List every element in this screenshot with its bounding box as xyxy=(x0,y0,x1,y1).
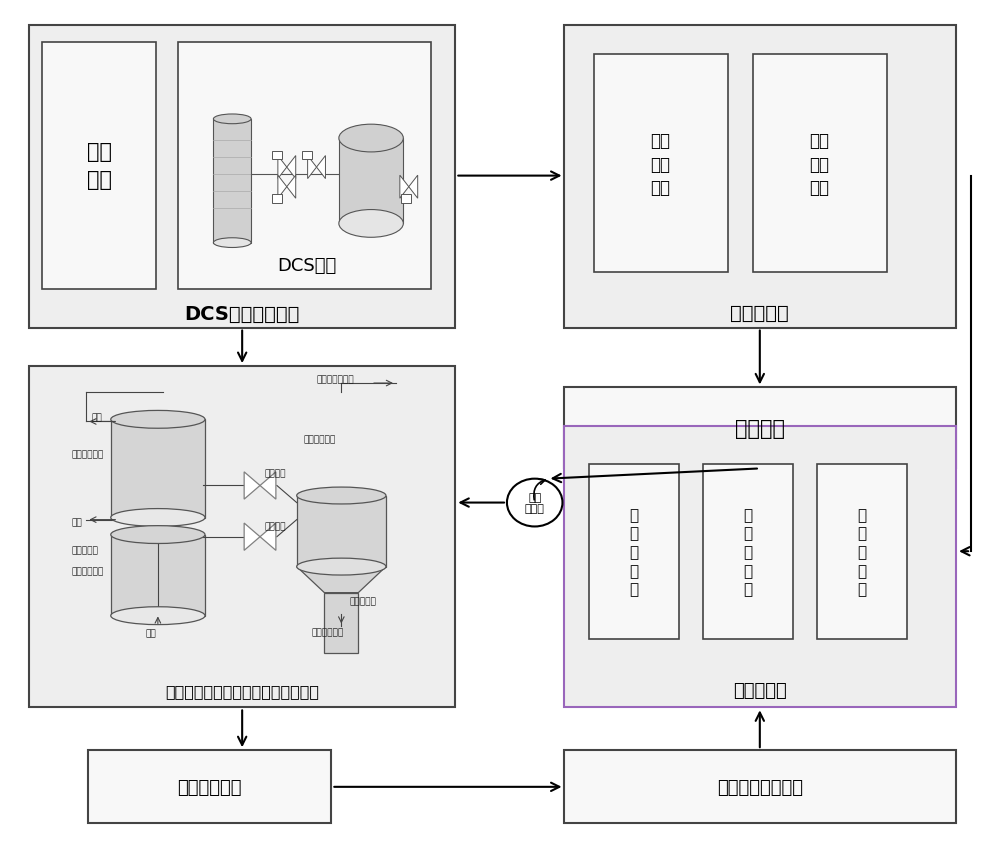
Polygon shape xyxy=(287,157,296,179)
Text: 提升管部分: 提升管部分 xyxy=(349,597,376,605)
Text: 知识数据库: 知识数据库 xyxy=(730,303,789,322)
Polygon shape xyxy=(308,157,317,179)
Text: 实际工况: 实际工况 xyxy=(735,418,785,439)
Text: DCS数据: DCS数据 xyxy=(277,257,336,275)
Bar xyxy=(564,26,956,328)
Polygon shape xyxy=(400,176,409,199)
Text: 再生滑阀: 再生滑阀 xyxy=(265,468,286,478)
Bar xyxy=(297,496,386,567)
Bar xyxy=(594,55,728,273)
Ellipse shape xyxy=(111,411,205,429)
Bar xyxy=(29,367,455,708)
Text: 双段式催化裂化反再系统动态模型库: 双段式催化裂化反再系统动态模型库 xyxy=(165,683,319,698)
Text: DCS数据采集模块: DCS数据采集模块 xyxy=(184,304,300,323)
Bar xyxy=(111,420,205,518)
Text: 故障智能分析模块: 故障智能分析模块 xyxy=(717,778,803,796)
Bar xyxy=(339,139,403,224)
Text: 主风: 主风 xyxy=(146,629,156,638)
Text: 油气、水蒸气: 油气、水蒸气 xyxy=(312,628,344,637)
Text: 故障动态模拟: 故障动态模拟 xyxy=(177,778,242,796)
Text: 稳态
工作点: 稳态 工作点 xyxy=(525,492,545,514)
Polygon shape xyxy=(317,157,325,179)
Ellipse shape xyxy=(111,509,205,527)
Polygon shape xyxy=(244,473,260,499)
Polygon shape xyxy=(297,567,386,593)
Ellipse shape xyxy=(111,526,205,544)
Text: 去分馏塔的产物: 去分馏塔的产物 xyxy=(317,375,354,384)
Bar xyxy=(703,465,793,640)
Bar xyxy=(564,426,956,708)
Bar xyxy=(324,593,358,653)
Bar xyxy=(753,55,887,273)
Text: 一段再生部分: 一段再生部分 xyxy=(72,567,104,576)
Ellipse shape xyxy=(297,487,386,505)
Text: 操
作
类
故
障: 操 作 类 故 障 xyxy=(743,507,752,597)
Ellipse shape xyxy=(339,210,403,238)
Circle shape xyxy=(507,479,562,527)
Polygon shape xyxy=(409,176,418,199)
Text: 稀相管部分: 稀相管部分 xyxy=(72,545,98,554)
Bar xyxy=(817,465,907,640)
Bar xyxy=(42,42,156,290)
Text: 反应分离部分: 反应分离部分 xyxy=(304,435,336,443)
Polygon shape xyxy=(278,176,287,199)
Bar xyxy=(589,465,678,640)
Bar xyxy=(29,26,455,328)
Text: 废气: 废气 xyxy=(91,413,102,422)
Polygon shape xyxy=(287,176,296,199)
Polygon shape xyxy=(278,157,287,179)
Bar xyxy=(401,195,411,204)
Bar xyxy=(272,152,282,160)
Ellipse shape xyxy=(111,607,205,625)
Bar xyxy=(302,152,312,160)
Bar xyxy=(272,195,282,204)
Ellipse shape xyxy=(339,125,403,152)
Text: 废气: 废气 xyxy=(72,517,82,526)
Polygon shape xyxy=(244,523,260,551)
Bar xyxy=(564,387,956,469)
Ellipse shape xyxy=(213,238,251,248)
Text: 待生滑阀: 待生滑阀 xyxy=(265,522,286,530)
Bar xyxy=(111,535,205,616)
Text: 二段再生部分: 二段再生部分 xyxy=(72,450,104,459)
Text: 工艺
机理: 工艺 机理 xyxy=(87,142,112,190)
Text: 设
备
类
故
障: 设 备 类 故 障 xyxy=(857,507,867,597)
Bar xyxy=(213,120,251,244)
Bar xyxy=(178,42,431,290)
Ellipse shape xyxy=(297,559,386,575)
Text: 故障数据库: 故障数据库 xyxy=(733,681,787,699)
Text: 工
艺
类
故
障: 工 艺 类 故 障 xyxy=(629,507,638,597)
Ellipse shape xyxy=(213,115,251,125)
Polygon shape xyxy=(260,523,276,551)
Bar xyxy=(88,750,331,823)
Text: 装置
专家
知识: 装置 专家 知识 xyxy=(651,132,671,197)
Text: 历史
采集
数据: 历史 采集 数据 xyxy=(809,132,829,197)
Bar xyxy=(564,750,956,823)
Polygon shape xyxy=(260,473,276,499)
